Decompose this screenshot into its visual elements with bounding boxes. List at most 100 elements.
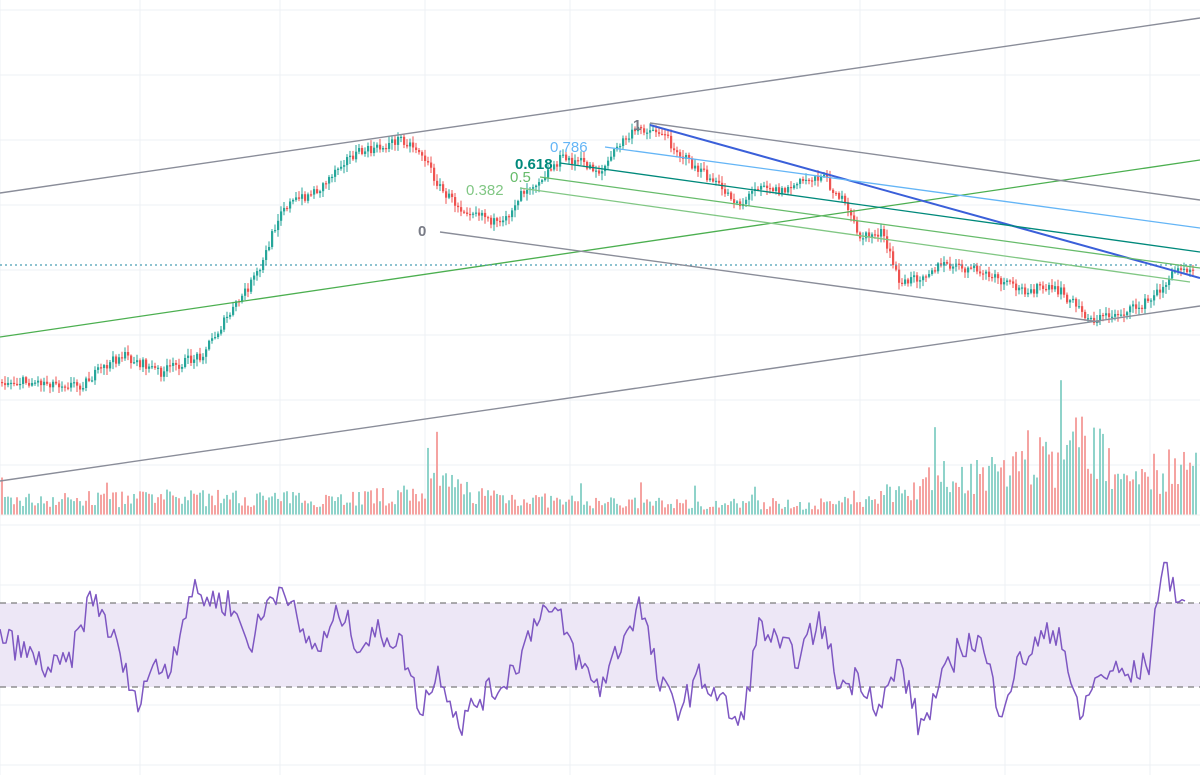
fib-channel-bottom-line: [439, 231, 1101, 323]
candle-body: [1177, 268, 1180, 272]
volume-bar: [877, 503, 879, 515]
candle-body: [1123, 314, 1126, 316]
volume-bar: [1045, 441, 1047, 515]
volume-bar: [538, 497, 540, 515]
volume-bar: [1021, 451, 1023, 515]
volume-bar: [910, 500, 912, 515]
candle-body: [40, 380, 43, 386]
candle-body: [835, 192, 838, 195]
candle-body: [673, 148, 676, 151]
volume-bar: [421, 493, 423, 515]
volume-bar: [766, 509, 768, 515]
candle-body: [346, 157, 349, 166]
volume-bar: [883, 495, 885, 515]
volume-bar: [487, 490, 489, 515]
candle-body: [247, 288, 250, 292]
candle-body: [1168, 278, 1171, 286]
candle-body: [1033, 289, 1036, 294]
volume-bar: [73, 501, 75, 515]
fib-level-0618-line: [559, 162, 1200, 253]
candle-body: [259, 270, 262, 272]
candle-body: [883, 229, 886, 237]
candle-body: [232, 306, 235, 315]
volume-bar: [256, 493, 258, 515]
volume-bar: [325, 494, 327, 515]
candle-body: [958, 263, 961, 265]
volume-bar: [886, 484, 888, 515]
candle-body: [802, 179, 805, 182]
volume-bar: [337, 497, 339, 515]
volume-bar: [799, 502, 801, 515]
candle-body: [499, 220, 502, 223]
candle-body: [1060, 287, 1063, 295]
candle-body: [877, 234, 880, 237]
candle-body: [421, 152, 424, 156]
candle-body: [739, 201, 742, 207]
volume-bar: [1126, 475, 1128, 515]
volume-bar: [445, 473, 447, 515]
candle-body: [1120, 314, 1123, 316]
volume-bar: [319, 506, 321, 515]
volume-bar: [556, 497, 558, 515]
volume-bar: [385, 505, 387, 515]
candle-body: [616, 146, 619, 150]
volume-bar: [1042, 446, 1044, 515]
candle-body: [1030, 289, 1033, 293]
volume-bar: [775, 501, 777, 515]
volume-bar: [553, 500, 555, 515]
volume-bar: [331, 496, 333, 515]
volume-bar: [355, 505, 357, 515]
volume-bar: [406, 489, 408, 515]
volume-bar: [10, 497, 12, 515]
volume-bar: [814, 505, 816, 515]
fib-level-0786-line: [604, 146, 1200, 229]
volume-bar: [376, 488, 378, 515]
candle-body: [637, 126, 640, 132]
candle-body: [25, 377, 28, 383]
candle-body: [319, 191, 322, 194]
rsi-line: [0, 561, 1186, 736]
volume-bar: [172, 495, 174, 515]
volume-bar: [493, 490, 495, 515]
candle-body: [244, 288, 247, 296]
candle-body: [271, 231, 274, 247]
volume-bar: [640, 482, 642, 515]
volume-bar: [115, 492, 117, 515]
candle-body: [526, 189, 529, 194]
candle-body: [85, 378, 88, 389]
volume-bar: [271, 496, 273, 515]
candle-body: [748, 193, 751, 200]
candle-body: [688, 154, 691, 159]
candle-body: [532, 187, 535, 189]
candle-body: [1117, 313, 1120, 316]
candle-body: [1144, 298, 1147, 309]
candle-body: [13, 382, 16, 385]
volume-bar: [1072, 431, 1074, 515]
volume-bar: [187, 500, 189, 515]
candle-body: [64, 386, 67, 388]
volume-bar: [64, 493, 66, 515]
candle-body: [778, 187, 781, 195]
candle-body: [694, 165, 697, 169]
volume-bar: [1117, 473, 1119, 515]
candle-body: [109, 362, 112, 369]
volume-bar: [1051, 451, 1053, 515]
candle-body: [1006, 280, 1009, 283]
volume-bar: [457, 479, 459, 515]
fib-level-0382-line: [519, 187, 1191, 283]
trend-drawings[interactable]: [0, 17, 1200, 482]
volume-bar: [946, 486, 948, 515]
volume-bar: [769, 506, 771, 515]
volume-bar: [583, 504, 585, 515]
candle-body: [1081, 306, 1084, 312]
volume-bar: [1123, 473, 1125, 515]
candle-body: [412, 142, 415, 148]
candle-body: [199, 353, 202, 361]
volume-bar: [868, 496, 870, 515]
volume-bar: [34, 505, 36, 515]
volume-bar: [838, 500, 840, 515]
volume-bar: [1006, 486, 1008, 515]
volume-bar: [532, 497, 534, 515]
